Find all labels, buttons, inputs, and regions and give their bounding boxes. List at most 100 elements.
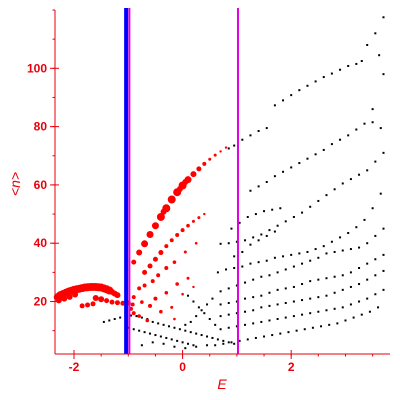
black-point [276, 224, 279, 227]
black-point [382, 73, 385, 76]
black-point [200, 309, 203, 312]
red-point [192, 285, 195, 289]
red-point [120, 300, 126, 306]
black-point [341, 274, 344, 277]
black-point [170, 338, 173, 341]
red-point [153, 296, 158, 301]
black-point [140, 316, 143, 319]
black-point [284, 220, 287, 223]
black-point [330, 143, 333, 146]
red-point [208, 157, 212, 161]
black-point [330, 72, 333, 75]
black-point [244, 310, 247, 313]
black-point [366, 262, 369, 265]
black-point [246, 215, 249, 218]
red-point [141, 240, 149, 248]
black-point [339, 68, 342, 71]
black-point [314, 80, 317, 83]
black-point [254, 336, 257, 339]
black-point [257, 129, 260, 132]
black-point [374, 258, 377, 261]
black-point [374, 160, 377, 163]
y-tick-label: 40 [34, 236, 48, 250]
red-point [186, 223, 190, 228]
black-point [187, 294, 190, 297]
black-point [238, 221, 241, 224]
red-point [92, 295, 99, 302]
black-point [219, 328, 222, 331]
black-point [249, 243, 252, 246]
black-point [358, 173, 361, 176]
red-point [98, 296, 105, 303]
black-point [349, 271, 352, 274]
black-point [252, 322, 255, 325]
black-point [235, 240, 238, 243]
black-point [241, 250, 244, 253]
axes [54, 10, 390, 355]
black-point [203, 312, 206, 315]
red-point [203, 212, 206, 216]
black-point [322, 148, 325, 151]
black-point [363, 218, 366, 221]
black-point [284, 268, 287, 271]
red-point [136, 249, 143, 256]
red-point [109, 299, 115, 305]
black-point [268, 319, 271, 322]
black-point [192, 300, 195, 303]
red-point [158, 250, 164, 256]
black-point [273, 104, 276, 107]
black-point [276, 271, 279, 274]
red-point [156, 273, 161, 278]
black-point [260, 294, 263, 297]
black-point [260, 233, 263, 236]
black-point [355, 128, 358, 131]
black-point [151, 320, 154, 323]
black-point [244, 281, 247, 284]
black-point [317, 296, 320, 299]
black-point [309, 280, 312, 283]
red-point [197, 216, 201, 220]
black-point [184, 329, 187, 332]
black-point [292, 315, 295, 318]
black-point [227, 313, 230, 316]
black-point [227, 242, 230, 245]
black-point [119, 316, 122, 319]
red-point [190, 171, 197, 178]
black-point [366, 242, 369, 245]
black-point [358, 283, 361, 286]
black-point [341, 288, 344, 291]
red-point [159, 309, 163, 314]
black-point [157, 322, 160, 325]
black-point [374, 293, 377, 296]
black-point [197, 306, 200, 309]
black-point [282, 99, 285, 102]
red-point [213, 153, 217, 157]
red-point [169, 238, 174, 243]
black-point [252, 278, 255, 281]
black-point [195, 332, 198, 335]
black-point [268, 291, 271, 294]
black-point [301, 313, 304, 316]
black-point [320, 325, 323, 328]
black-point [130, 314, 133, 317]
black-point [132, 328, 135, 331]
red-point [131, 259, 137, 265]
black-point [249, 262, 252, 265]
black-point [252, 296, 255, 299]
red-point [147, 263, 153, 269]
black-point [358, 246, 361, 249]
black-point [322, 245, 325, 248]
black-point [268, 229, 271, 232]
black-point [263, 210, 266, 213]
black-point [195, 315, 198, 318]
black-point [244, 297, 247, 300]
black-point [154, 334, 157, 337]
black-point [227, 301, 230, 304]
black-point [333, 307, 336, 310]
black-point [181, 341, 184, 344]
black-point [279, 332, 282, 335]
red-point [182, 179, 189, 185]
black-point [292, 265, 295, 268]
black-point [309, 312, 312, 315]
x-tick-label: 0 [179, 360, 186, 374]
